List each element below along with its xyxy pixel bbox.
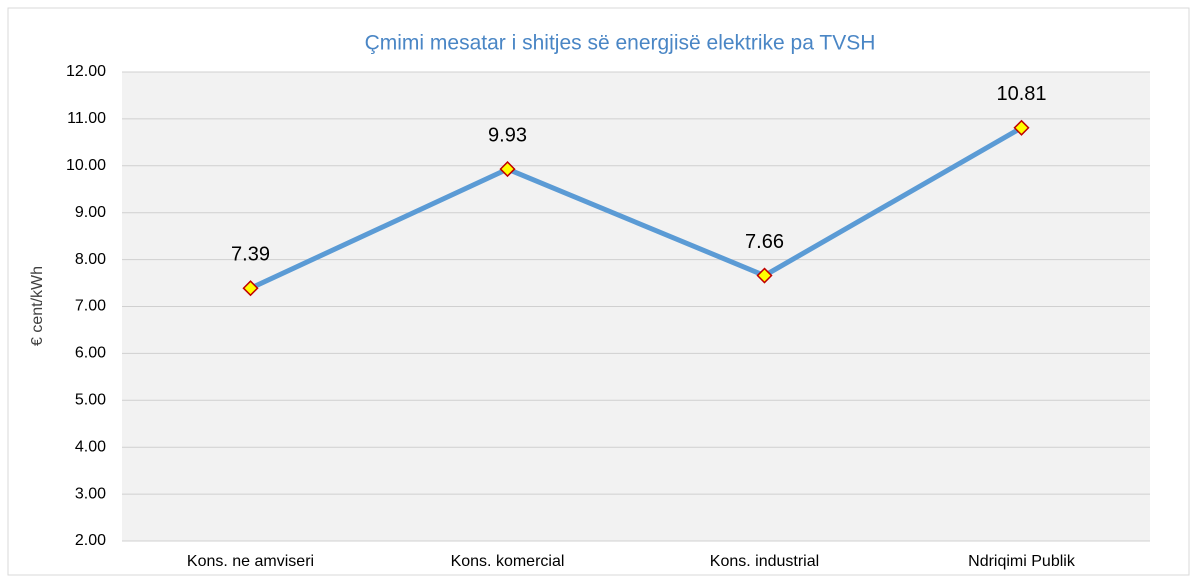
y-tick-label: 4.00 bbox=[75, 438, 106, 455]
y-tick-label: 5.00 bbox=[75, 392, 106, 409]
y-tick-label: 7.00 bbox=[75, 298, 106, 315]
y-tick-label: 8.00 bbox=[75, 251, 106, 268]
marker bbox=[756, 267, 773, 284]
y-tick-label: 2.00 bbox=[75, 532, 106, 549]
x-tick-label: Kons. industrial bbox=[710, 553, 819, 570]
marker bbox=[242, 280, 259, 297]
y-tick-label: 3.00 bbox=[75, 485, 106, 502]
line bbox=[249, 125, 1023, 291]
x-tick-label: Kons. ne amviseri bbox=[187, 553, 314, 570]
marker bbox=[1013, 119, 1030, 136]
data-label: 7.66 bbox=[745, 231, 784, 253]
x-tick-label: Ndriqimi Publik bbox=[968, 553, 1076, 570]
data-label: 10.81 bbox=[996, 83, 1046, 105]
data-label: 7.39 bbox=[231, 243, 270, 265]
y-axis-label: € cent/kWh bbox=[29, 266, 46, 346]
y-tick-label: 9.00 bbox=[75, 204, 106, 221]
y-tick-label: 10.00 bbox=[66, 157, 106, 174]
marker bbox=[499, 161, 516, 178]
y-tick-label: 6.00 bbox=[75, 345, 106, 362]
y-tick-label: 12.00 bbox=[66, 63, 106, 80]
data-label: 9.93 bbox=[488, 124, 527, 146]
chart-title: Çmimi mesatar i shitjes së energjisë ele… bbox=[365, 32, 876, 55]
y-tick-label: 11.00 bbox=[67, 110, 106, 127]
x-tick-label: Kons. komercial bbox=[451, 553, 565, 570]
